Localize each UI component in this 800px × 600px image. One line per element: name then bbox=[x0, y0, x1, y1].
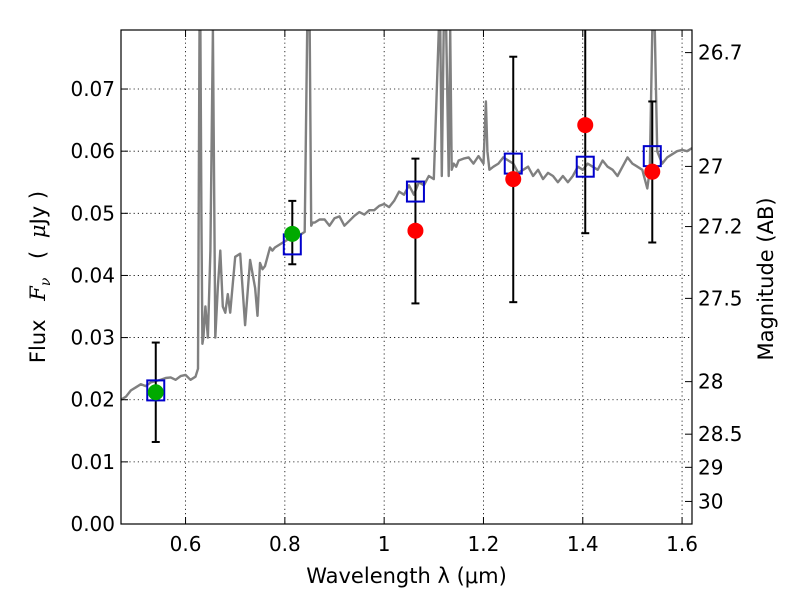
model-photometry-square bbox=[405, 180, 425, 203]
y-tick-label: 0.00 bbox=[70, 512, 115, 536]
error-bars bbox=[151, 30, 657, 443]
y-axis-label-symbol: F bbox=[26, 285, 50, 302]
x-tick-label: 1.6 bbox=[666, 532, 698, 556]
y-tick-label: 0.04 bbox=[70, 263, 115, 287]
y-axis-label-mu: μ bbox=[26, 224, 50, 238]
y2-tick-label: 26.7 bbox=[698, 41, 743, 65]
y-tick-label: 0.01 bbox=[70, 450, 115, 474]
y-axis-label-units: Jy ) bbox=[26, 191, 50, 227]
y2-tick-label: 28 bbox=[698, 370, 723, 394]
x-tick-label: 1 bbox=[378, 532, 391, 556]
y2-tick-label: 28.5 bbox=[698, 422, 743, 446]
y-tick-label: 0.02 bbox=[70, 388, 115, 412]
y2-tick-label: 27.5 bbox=[698, 286, 743, 310]
y2-tick-label: 29 bbox=[698, 455, 723, 479]
axis-ticks: 0.6 0.8 1 1.2 1.4 1.6 0.00 0.01 0.02 0.03 0.04 0.05… bbox=[70, 30, 743, 556]
x-tick-label: 0.6 bbox=[170, 532, 202, 556]
model-spectrum-group bbox=[121, 30, 692, 401]
x-tick-label: 0.8 bbox=[269, 532, 301, 556]
measurement-point bbox=[407, 222, 424, 239]
model-spectrum-line bbox=[121, 30, 692, 401]
y-axis-label-open-paren: ( bbox=[26, 251, 50, 259]
plot-frame bbox=[120, 29, 693, 525]
model-photometry-square bbox=[146, 379, 166, 402]
detection-point bbox=[284, 225, 301, 242]
detection-point bbox=[147, 384, 164, 401]
y-tick-label: 0.06 bbox=[70, 139, 115, 163]
y-axis-label-subscript: ν bbox=[38, 277, 54, 286]
y2-tick-label: 30 bbox=[698, 489, 723, 513]
model-photometry-square bbox=[575, 155, 595, 178]
measurement-point bbox=[505, 171, 522, 188]
x-tick-label: 1.2 bbox=[468, 532, 500, 556]
y2-tick-label: 27 bbox=[698, 154, 723, 178]
measurement-point bbox=[644, 163, 661, 180]
y-axis-label-word: Flux bbox=[26, 319, 50, 363]
y-tick-label: 0.05 bbox=[70, 201, 115, 225]
measurement-point bbox=[577, 117, 594, 134]
x-tick-label: 1.4 bbox=[567, 532, 599, 556]
y-axis-label: Flux Fν ( μJy ) bbox=[26, 191, 55, 363]
data-markers bbox=[146, 117, 662, 402]
grid-lines bbox=[121, 30, 692, 524]
y2-axis-label: Magnitude (AB) bbox=[754, 197, 778, 360]
y-tick-label: 0.03 bbox=[70, 326, 115, 350]
x-axis-label: Wavelength λ (μm) bbox=[306, 564, 507, 588]
y-tick-label: 0.07 bbox=[70, 77, 115, 101]
y2-tick-label: 27.2 bbox=[698, 215, 743, 239]
